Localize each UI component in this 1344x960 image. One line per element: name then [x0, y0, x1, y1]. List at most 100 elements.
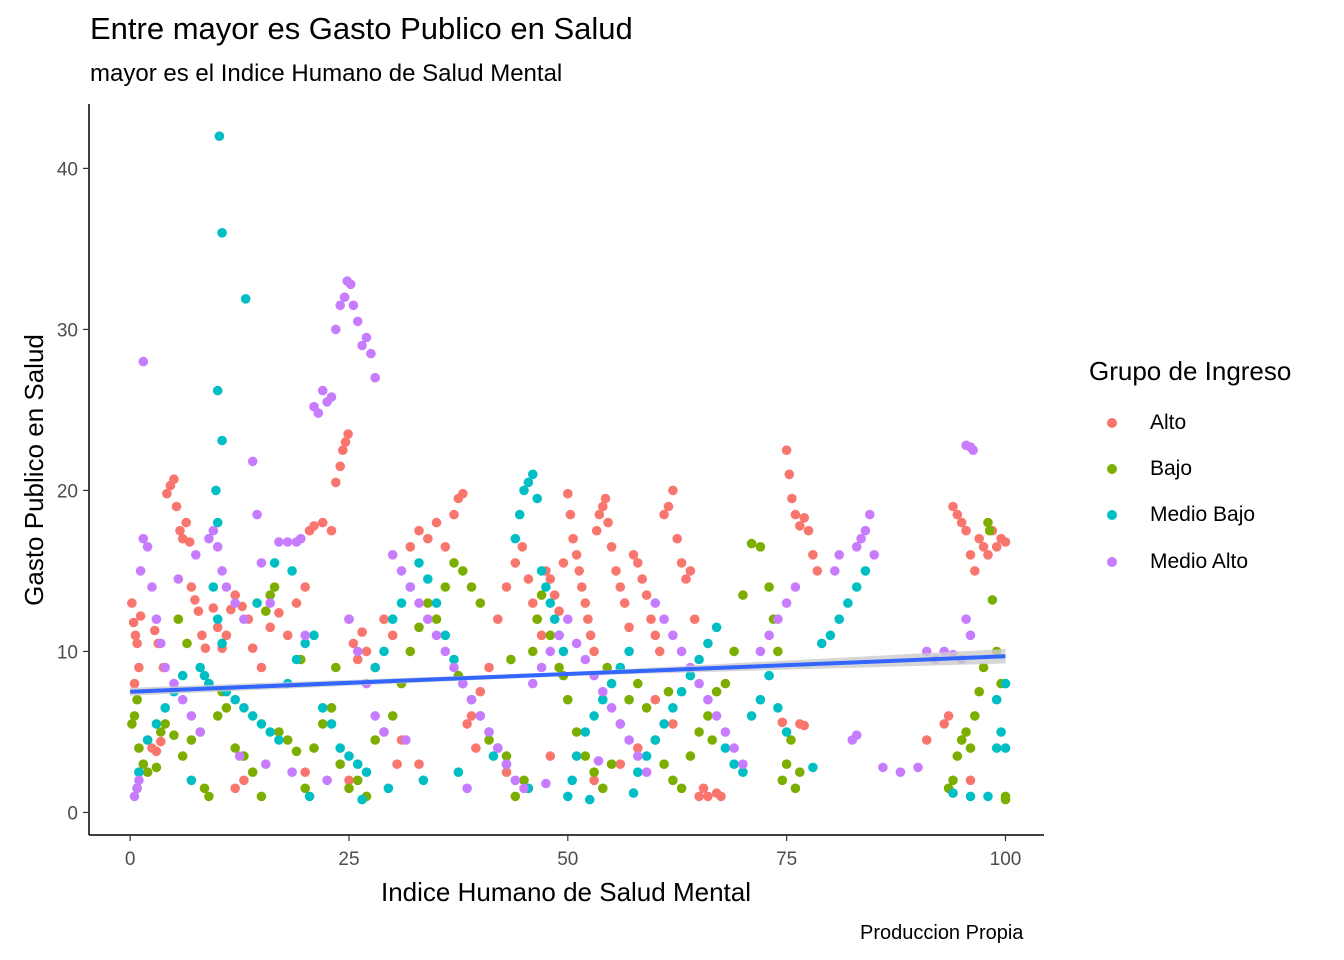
y-axis-title: Gasto Publico en Salud — [19, 334, 49, 606]
point-alto — [545, 751, 556, 761]
point-bajo — [387, 711, 398, 721]
point-medio-bajo — [808, 762, 818, 773]
point-alto — [135, 611, 146, 621]
legend-dot-alto — [1107, 418, 1117, 428]
point-medio-bajo — [199, 670, 210, 681]
point-medio-bajo — [519, 485, 529, 496]
point-medio-alto — [156, 638, 166, 649]
point-medio-bajo — [996, 727, 1006, 737]
point-medio-alto — [204, 533, 214, 544]
point-alto — [633, 743, 643, 753]
point-alto — [190, 595, 200, 605]
point-alto — [611, 566, 621, 576]
point-alto — [549, 590, 560, 600]
point-bajo — [261, 606, 271, 616]
point-alto — [340, 437, 351, 447]
point-alto — [291, 598, 302, 608]
point-medio-alto — [624, 735, 634, 745]
point-alto — [571, 550, 582, 560]
point-alto — [423, 533, 433, 544]
point-medio-bajo — [558, 646, 569, 657]
point-alto — [149, 625, 160, 636]
point-medio-alto — [668, 630, 678, 641]
legend-title: Grupo de Ingreso — [1089, 356, 1292, 386]
point-bajo — [563, 694, 573, 705]
point-bajo — [291, 746, 302, 757]
point-medio-alto — [571, 638, 582, 649]
point-alto — [510, 558, 521, 568]
point-alto — [681, 574, 691, 584]
point-alto — [265, 622, 276, 633]
point-alto — [501, 767, 512, 777]
point-alto — [784, 469, 795, 480]
point-alto — [668, 485, 678, 496]
point-medio-bajo — [186, 775, 197, 786]
point-alto — [628, 550, 639, 560]
point-medio-bajo — [274, 735, 284, 745]
point-alto — [589, 646, 599, 657]
point-medio-bajo — [523, 477, 534, 488]
point-bajo — [173, 614, 184, 624]
y-ticks: 0 10 20 30 40 — [57, 159, 89, 824]
point-alto — [536, 630, 547, 641]
point-alto — [475, 686, 486, 697]
legend-dot-medio-alto — [1107, 557, 1117, 567]
point-alto — [414, 759, 424, 769]
point-medio-alto — [345, 279, 356, 290]
legend-label-medio-bajo: Medio Bajo — [1150, 503, 1256, 526]
point-medio-bajo — [567, 775, 577, 786]
point-medio-alto — [851, 730, 862, 740]
point-alto — [501, 582, 512, 592]
point-medio-bajo — [571, 751, 582, 761]
point-medio-bajo — [545, 598, 556, 608]
point-medio-alto — [138, 533, 149, 544]
point-bajo — [212, 711, 223, 721]
point-bajo — [204, 791, 214, 802]
point-medio-bajo — [781, 727, 792, 737]
point-bajo — [151, 762, 162, 773]
point-bajo — [127, 719, 137, 729]
point-medio-alto — [580, 654, 591, 665]
point-medio-bajo — [694, 654, 704, 665]
point-medio-bajo — [746, 711, 757, 721]
point-medio-alto — [138, 356, 149, 367]
point-medio-bajo — [549, 614, 560, 624]
point-medio-bajo — [1000, 678, 1011, 689]
point-medio-bajo — [633, 767, 643, 777]
point-alto — [777, 717, 788, 728]
point-medio-alto — [738, 759, 748, 769]
point-bajo — [221, 703, 232, 713]
point-medio-alto — [895, 767, 906, 777]
point-bajo — [265, 590, 276, 600]
point-bajo — [431, 614, 442, 624]
point-bajo — [466, 582, 477, 592]
point-medio-alto — [212, 542, 223, 552]
point-medio-alto — [633, 751, 643, 761]
point-alto — [256, 662, 267, 673]
point-alto — [698, 783, 709, 794]
point-medio-alto — [282, 537, 293, 547]
point-medio-bajo — [335, 743, 346, 753]
point-bajo — [773, 646, 783, 657]
point-alto — [703, 791, 713, 802]
chart-title: Entre mayor es Gasto Publico en Salud — [90, 11, 633, 46]
point-medio-bajo — [195, 662, 205, 673]
point-medio-alto — [287, 767, 297, 777]
point-alto — [352, 654, 363, 665]
point-medio-alto — [256, 558, 267, 568]
point-bajo — [536, 590, 547, 600]
point-alto — [585, 630, 596, 641]
point-alto — [317, 517, 328, 528]
point-medio-bajo — [676, 686, 687, 697]
point-medio-alto — [462, 783, 472, 794]
point-medio-bajo — [396, 598, 407, 608]
point-medio-alto — [387, 550, 398, 560]
point-medio-bajo — [598, 694, 608, 705]
point-medio-bajo — [816, 638, 827, 649]
point-alto — [162, 488, 172, 499]
point-alto — [965, 550, 976, 560]
point-medio-bajo — [843, 598, 853, 608]
point-medio-bajo — [239, 703, 249, 713]
point-medio-alto — [519, 783, 529, 794]
point-medio-bajo — [383, 783, 394, 794]
